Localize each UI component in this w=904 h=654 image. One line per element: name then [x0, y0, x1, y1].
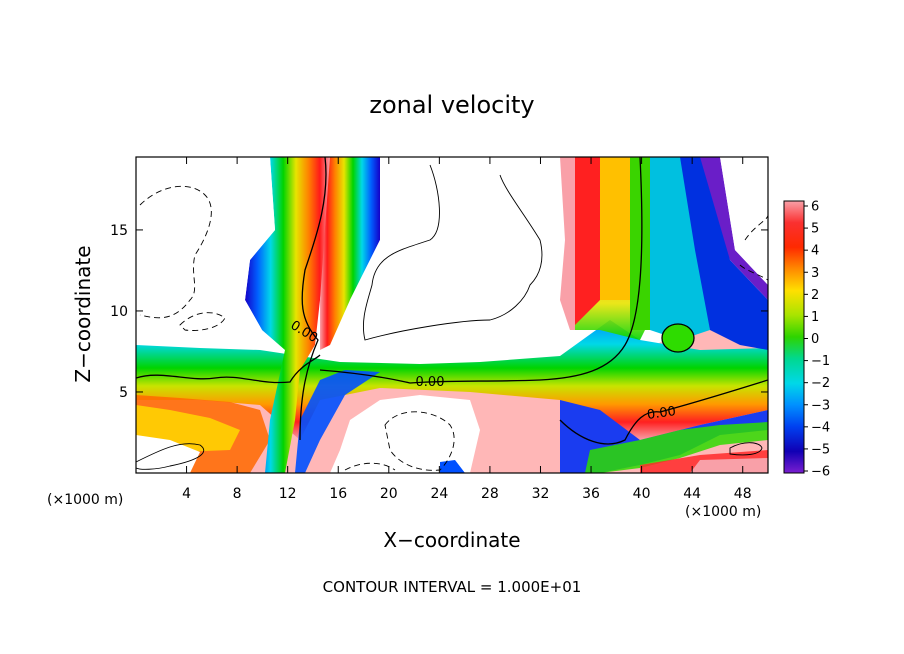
- colorbar-tick-label: 3: [811, 266, 819, 281]
- y-tick-label: 10: [110, 304, 128, 320]
- contour-interval-note: CONTOUR INTERVAL = 1.000E+01: [323, 578, 582, 596]
- colorbar-tick-label: −5: [811, 442, 830, 457]
- x-tick-label: 20: [380, 486, 398, 502]
- contour-zero-left: [299, 157, 327, 441]
- colorbar-tick-label: 6: [811, 200, 819, 215]
- contour-label-center: 0.00: [416, 375, 445, 390]
- contour-label-right: 0.00: [646, 404, 677, 423]
- heatmap-field: [136, 157, 768, 473]
- y-tick-label: 15: [110, 223, 128, 239]
- y-axis-label: Z−coordinate: [71, 245, 95, 382]
- x-tick-label: 12: [279, 486, 297, 502]
- y-axis-ticks: 5 10 15: [110, 223, 768, 401]
- colorbar-tick-label: 4: [811, 244, 819, 259]
- colorbar-ticks: 6 5 4 3 2 1 0 −1 −2 −3 −4 −5 −6: [804, 200, 830, 480]
- colorbar-tick-label: 5: [811, 222, 819, 237]
- x-tick-label: 32: [532, 486, 550, 502]
- colorbar-tick-label: −2: [811, 376, 830, 391]
- y-tick-label: 5: [119, 385, 128, 401]
- colorbar-tick-label: 1: [811, 310, 819, 325]
- x-tick-label: 48: [734, 486, 752, 502]
- contour-zero-right: [559, 379, 768, 445]
- plot-frame: [135, 156, 769, 474]
- contour-zero-blob: [661, 323, 695, 353]
- x-tick-label: 36: [582, 486, 600, 502]
- y-unit-label: (×1000 m): [47, 492, 123, 508]
- x-tick-label: 40: [633, 486, 651, 502]
- contour-zero-main: [136, 157, 643, 384]
- x-tick-label: 16: [329, 486, 347, 502]
- colorbar-tick-label: 2: [811, 288, 819, 303]
- contour-lines: [136, 157, 768, 445]
- x-tick-label: 8: [233, 486, 242, 502]
- x-axis-ticks: 4 8 12 16 20 24 28 32 36 40 44 48: [182, 157, 752, 502]
- colorbar-tick-label: 0: [811, 332, 819, 347]
- x-tick-label: 28: [481, 486, 499, 502]
- colorbar-tick-label: −4: [811, 420, 830, 435]
- chart-title: zonal velocity: [369, 91, 534, 119]
- x-unit-label: (×1000 m): [685, 504, 761, 520]
- colorbar-tick-label: −3: [811, 398, 830, 413]
- x-axis-label: X−coordinate: [383, 528, 520, 552]
- colorbar-gradient: [783, 200, 805, 474]
- x-tick-label: 24: [430, 486, 448, 502]
- contour-thin-lines: [136, 164, 763, 470]
- x-tick-label: 44: [683, 486, 701, 502]
- x-tick-label: 4: [182, 486, 191, 502]
- colorbar: 6 5 4 3 2 1 0 −1 −2 −3 −4 −5 −6: [783, 200, 830, 480]
- colorbar-tick-label: −1: [811, 354, 830, 369]
- colorbar-tick-label: −6: [811, 465, 830, 480]
